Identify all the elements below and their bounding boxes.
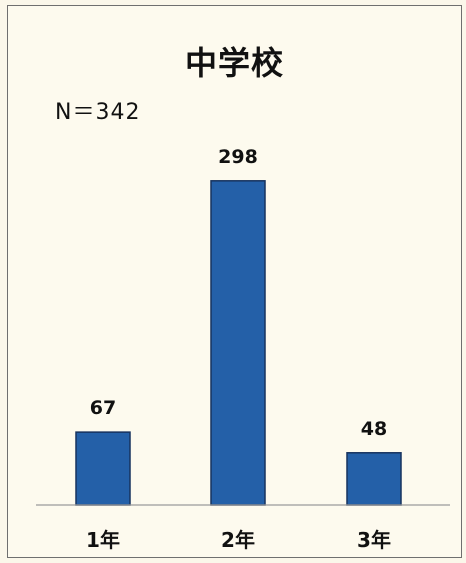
bar-2 (210, 180, 266, 506)
x-tick-label-3: 3年 (357, 528, 391, 552)
bar-1 (75, 431, 131, 506)
data-label-1: 67 (90, 397, 116, 419)
bar-3 (346, 452, 402, 506)
data-label-3: 48 (361, 418, 387, 440)
x-tick-label-1: 1年 (86, 528, 120, 552)
x-tick-label-2: 2年 (221, 528, 255, 552)
chart-plot: 67 298 48 1年 2年 3年 (36, 146, 450, 552)
chart-title: 中学校 (184, 44, 284, 82)
chart-frame: 中学校 N＝342 67 298 48 1年 2年 3年 (7, 5, 462, 558)
sample-size-label: N＝342 (55, 100, 141, 125)
data-label-2: 298 (218, 146, 258, 168)
